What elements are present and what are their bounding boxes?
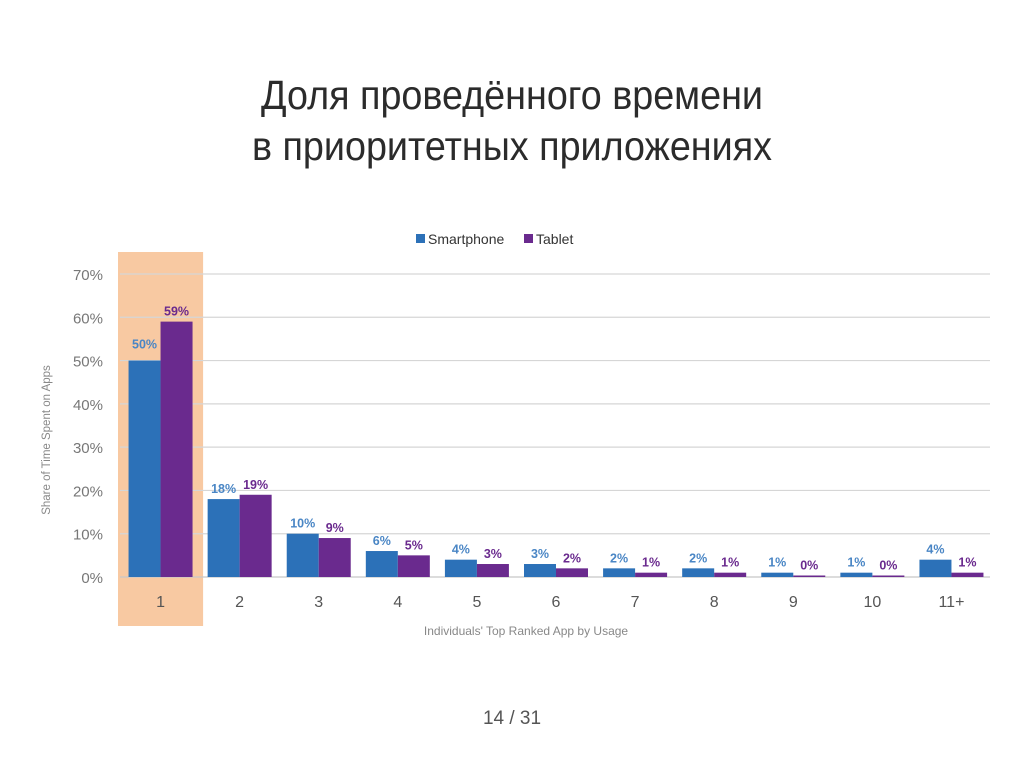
data-label: 2% bbox=[689, 551, 707, 565]
bar-tablet-9 bbox=[793, 575, 826, 577]
bar-tablet-4 bbox=[397, 555, 430, 577]
y-tick-label: 30% bbox=[73, 440, 103, 457]
bar-smartphone-7 bbox=[603, 568, 636, 577]
y-tick-label: 10% bbox=[73, 527, 103, 544]
data-label: 9% bbox=[326, 521, 344, 535]
x-tick-label: 9 bbox=[789, 594, 798, 611]
bar-smartphone-6 bbox=[524, 564, 556, 577]
bar-smartphone-4 bbox=[365, 551, 398, 577]
bar-smartphone-3 bbox=[286, 533, 319, 577]
x-tick-label: 5 bbox=[472, 594, 481, 611]
bar-smartphone-1 bbox=[128, 360, 161, 577]
y-tick-label: 0% bbox=[81, 570, 103, 587]
data-label: 59% bbox=[164, 305, 189, 319]
data-label: 1% bbox=[642, 556, 660, 570]
slide-title: Доля проведённого времени в приоритетных… bbox=[0, 70, 1024, 172]
data-label: 1% bbox=[958, 556, 976, 570]
bar-tablet-6 bbox=[556, 568, 588, 577]
bar-tablet-10 bbox=[872, 575, 905, 577]
data-label: 2% bbox=[563, 551, 581, 565]
y-axis-label: Share of Time Spent on Apps bbox=[41, 365, 53, 515]
data-label: 6% bbox=[373, 534, 391, 548]
data-label: 4% bbox=[452, 543, 470, 557]
x-tick-label: 6 bbox=[552, 594, 561, 611]
legend-label-tablet: Tablet bbox=[536, 231, 573, 247]
bar-tablet-5 bbox=[476, 564, 509, 577]
bar-smartphone-9 bbox=[761, 572, 794, 577]
y-tick-label: 40% bbox=[73, 397, 103, 414]
data-label: 0% bbox=[879, 559, 897, 573]
x-tick-label: 10 bbox=[863, 594, 881, 611]
x-tick-label: 8 bbox=[710, 594, 719, 611]
data-label: 2% bbox=[610, 551, 628, 565]
data-label: 19% bbox=[243, 478, 268, 492]
data-label: 1% bbox=[847, 556, 865, 570]
x-tick-label: 7 bbox=[631, 594, 640, 611]
y-tick-label: 70% bbox=[73, 267, 103, 284]
bar-tablet-8 bbox=[714, 572, 747, 577]
x-tick-label: 2 bbox=[235, 594, 244, 611]
data-label: 3% bbox=[484, 547, 502, 561]
data-label: 1% bbox=[721, 556, 739, 570]
x-tick-label: 3 bbox=[314, 594, 323, 611]
bar-tablet-2 bbox=[239, 494, 272, 577]
x-tick-label: 11+ bbox=[938, 594, 964, 611]
bar-tablet-11+ bbox=[951, 572, 984, 577]
y-tick-label: 20% bbox=[73, 483, 103, 500]
data-label: 4% bbox=[926, 543, 944, 557]
bar-smartphone-8 bbox=[682, 568, 715, 577]
legend-label-smartphone: Smartphone bbox=[428, 231, 504, 247]
bar-smartphone-5 bbox=[444, 559, 477, 577]
bar-smartphone-10 bbox=[840, 572, 873, 577]
data-label: 18% bbox=[211, 482, 236, 496]
bar-tablet-7 bbox=[635, 572, 668, 577]
y-tick-label: 50% bbox=[73, 354, 103, 371]
slide-title-line-1: Доля проведённого времени bbox=[260, 72, 764, 118]
legend-swatch-smartphone bbox=[416, 234, 425, 243]
bar-smartphone-11+ bbox=[919, 559, 952, 577]
y-tick-label: 60% bbox=[73, 310, 103, 327]
x-axis-label: Individuals' Top Ranked App by Usage bbox=[424, 624, 629, 638]
x-tick-label: 4 bbox=[393, 594, 402, 611]
data-label: 5% bbox=[405, 538, 423, 552]
data-label: 1% bbox=[768, 556, 786, 570]
data-label: 50% bbox=[132, 338, 157, 352]
page-indicator: 14 / 31 bbox=[482, 708, 542, 729]
data-label: 0% bbox=[800, 559, 818, 573]
bar-tablet-3 bbox=[318, 538, 351, 577]
data-label: 10% bbox=[290, 517, 315, 531]
legend-swatch-tablet bbox=[524, 234, 533, 243]
bar-tablet-1 bbox=[160, 321, 193, 577]
x-tick-label: 1 bbox=[156, 594, 165, 611]
data-label: 3% bbox=[531, 547, 549, 561]
slide-title-line-2: в приоритетных приложениях bbox=[251, 123, 773, 169]
bar-smartphone-2 bbox=[207, 499, 240, 577]
